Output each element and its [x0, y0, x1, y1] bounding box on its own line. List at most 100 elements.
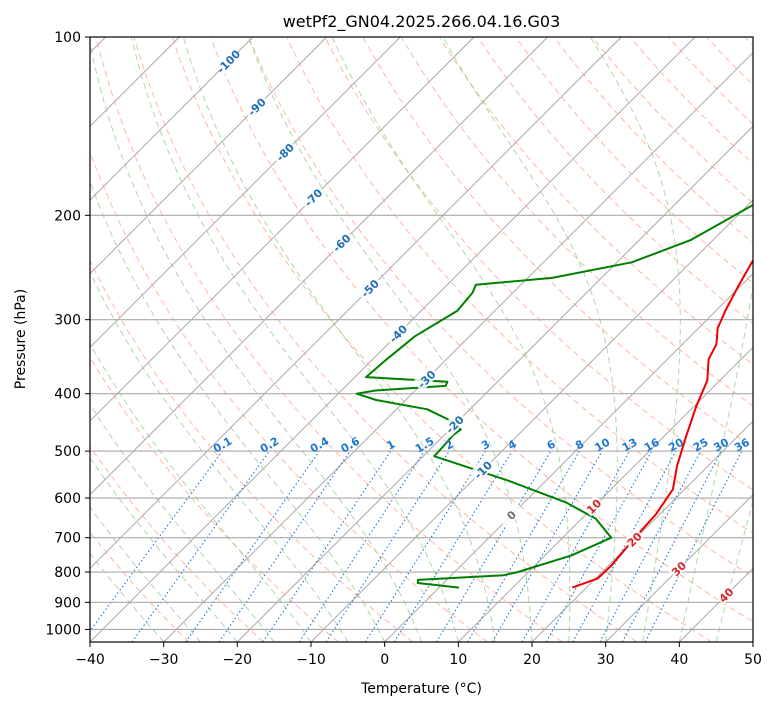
dry-adiabat-line [629, 37, 753, 165]
moist-adiabat-line [90, 403, 275, 642]
mixing-ratio-line [491, 450, 603, 642]
isotherm-line [458, 346, 753, 642]
y-tick-label: 600 [54, 491, 81, 507]
y-axis: 100 200 300 400 500 600 700 800 900 1000 [45, 30, 90, 638]
moist-adiabat-line [130, 37, 459, 642]
dry-adiabat-line [95, 37, 563, 642]
x-axis: −40 −30 −20 −10 0 10 20 30 40 50 [75, 642, 762, 668]
dry-adiabat-line [744, 37, 753, 47]
background-lines [90, 37, 753, 642]
dry-adiabat-line [171, 37, 712, 642]
isotherm-line [310, 199, 753, 642]
y-tick-label: 400 [54, 387, 81, 403]
isotherm-label-bg [412, 364, 440, 392]
mixing-ratio-label: 0.4 [308, 434, 332, 455]
isotherm-label-bg [497, 501, 525, 528]
isotherm-line [90, 37, 401, 348]
y-tick-label: 1000 [45, 622, 81, 638]
dry-adiabat-line [210, 37, 753, 623]
isotherm-line [163, 52, 753, 642]
isotherm-line [90, 37, 475, 422]
dry-adiabat-line [668, 37, 753, 125]
dry-adiabat-label-bg [714, 583, 737, 605]
mixing-ratio-label: 0.1 [211, 435, 234, 456]
isotherm-label-bg [214, 47, 242, 75]
moist-adiabat-line [715, 499, 753, 642]
pressure-grid [90, 37, 753, 630]
dry-adiabat-line [400, 37, 753, 407]
moist-adiabat-line [90, 457, 238, 642]
x-tick-label: −30 [149, 652, 179, 668]
isotherm-label-bg [384, 319, 411, 347]
isotherm-line [90, 37, 622, 569]
mixing-ratio-line [599, 450, 702, 642]
mixing-ratio-label: 6 [545, 437, 558, 452]
mixing-ratio-label: 2 [443, 438, 456, 453]
mixing-ratio-line [90, 450, 223, 632]
mixing-ratio-label: 13 [620, 436, 640, 455]
y-tick-label: 100 [54, 30, 81, 46]
y-tick-label: 300 [54, 313, 81, 329]
x-tick-label: −20 [223, 652, 253, 668]
isotherm-line [90, 37, 254, 201]
y-tick-label: 200 [54, 208, 81, 224]
x-tick-label: 50 [744, 652, 762, 668]
moist-adiabat-line [90, 180, 386, 642]
dry-adiabat-line [90, 445, 264, 642]
plot-frame [89, 36, 754, 643]
dry-adiabat-line [477, 37, 753, 325]
moist-adiabat-line [590, 37, 681, 642]
y-axis-label: Pressure (hPa) [13, 289, 29, 389]
dry-adiabat-line [133, 37, 638, 642]
dry-adiabat-line [90, 150, 488, 642]
isotherm-label-bg [327, 228, 355, 256]
mixing-ratio-line [298, 450, 425, 642]
y-tick-label: 800 [54, 565, 81, 581]
dry-adiabat-line [248, 37, 753, 578]
isotherm-line [679, 567, 753, 642]
mixing-ratio-line [185, 450, 320, 642]
temperature-profile-line [572, 258, 753, 589]
data-lines [355, 203, 753, 589]
dry-adiabat-line [362, 37, 753, 449]
y-tick-label: 900 [54, 595, 81, 611]
moist-adiabat-line [678, 282, 753, 642]
dry-adiabat-label-bg [582, 495, 604, 517]
moist-adiabat-line [90, 40, 422, 642]
y-tick-label: 500 [54, 444, 81, 460]
isotherm-line [90, 37, 548, 496]
isotherm-line [605, 494, 753, 642]
mixing-ratio-label: 0.2 [258, 435, 281, 456]
isotherm-label-bg [242, 92, 270, 120]
mixing-ratio-line [218, 450, 351, 642]
dry-adiabat-label: 30 [669, 559, 689, 579]
moist-adiabat-line [182, 37, 496, 642]
mixing-ratio-line [435, 450, 552, 642]
isotherm-label-bg [299, 183, 327, 211]
dry-adiabat-line [90, 259, 414, 642]
x-tick-label: 10 [449, 652, 467, 668]
moist-adiabat-line [90, 342, 312, 642]
mixing-ratio-label: 1.5 [413, 435, 436, 456]
x-axis-label: Temperature (°C) [360, 681, 482, 697]
dry-adiabat-line [591, 37, 753, 204]
dry-adiabat-line [515, 37, 753, 284]
mixing-ratio-line [644, 450, 743, 642]
chart-title: wetPf2_GN04.2025.266.04.16.G03 [283, 12, 561, 32]
mixing-ratio-label: 30 [711, 435, 731, 454]
isotherm-label-bg [468, 455, 496, 483]
x-tick-label: 30 [597, 652, 615, 668]
mixing-ratio-line [572, 450, 677, 642]
dry-adiabat-label-bg [623, 528, 645, 550]
mixing-ratio-label: 1 [384, 438, 397, 453]
isotherm-label: -100 [215, 47, 244, 76]
mixing-ratio-line [262, 450, 392, 642]
mixing-ratio-line [393, 450, 513, 642]
isotherm-line [384, 273, 753, 642]
moist-adiabat-line [247, 37, 533, 642]
y-tick-label: 700 [54, 531, 81, 547]
isotherm-label-bg [440, 410, 468, 438]
dry-adiabat-line [324, 37, 753, 491]
mixing-ratio-label: 0.6 [339, 434, 363, 455]
x-tick-label: 0 [380, 652, 389, 668]
